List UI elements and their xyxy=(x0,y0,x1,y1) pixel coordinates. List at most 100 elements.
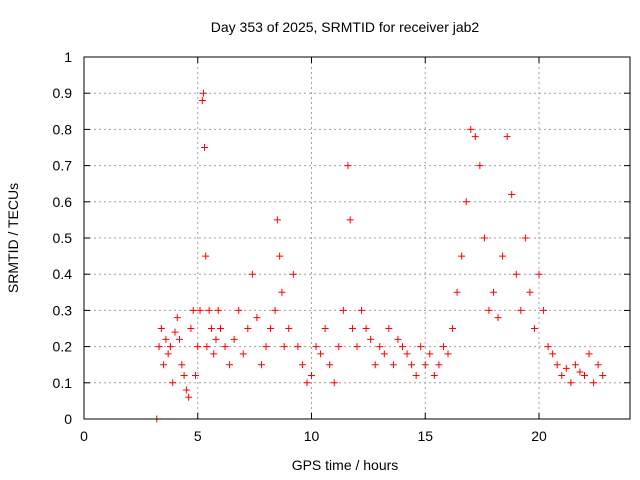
x-axis: 0 5 10 15 20 xyxy=(80,57,547,444)
y-tick-label: 0 xyxy=(64,411,72,427)
data-point xyxy=(412,372,420,380)
data-point xyxy=(267,325,275,332)
data-point xyxy=(571,361,579,369)
data-point xyxy=(549,350,557,358)
data-point xyxy=(503,133,511,141)
data-point xyxy=(453,288,461,296)
data-point xyxy=(480,234,488,242)
data-point xyxy=(530,325,538,332)
data-point xyxy=(239,350,247,358)
y-axis: 0 0.1 0.2 0.3 0.4 0.5 0.6 0.7 0.8 0.9 1 xyxy=(53,49,630,427)
data-point xyxy=(467,125,475,133)
data-point xyxy=(435,361,443,369)
data-point xyxy=(367,335,375,343)
data-point xyxy=(430,372,438,380)
data-point xyxy=(273,216,281,224)
data-point xyxy=(517,306,525,314)
data-point xyxy=(191,372,199,380)
x-tick-label: 10 xyxy=(304,428,320,444)
y-tick-label: 0.6 xyxy=(53,194,73,210)
data-point xyxy=(476,162,484,170)
data-point xyxy=(248,270,256,278)
data-point xyxy=(201,144,209,151)
data-point xyxy=(553,361,561,369)
y-tick-label: 1 xyxy=(64,49,72,65)
data-point xyxy=(271,306,279,314)
x-tick-label: 15 xyxy=(417,428,433,444)
data-point xyxy=(321,325,329,332)
data-point xyxy=(421,361,429,369)
data-point xyxy=(499,252,507,260)
data-point xyxy=(385,325,393,332)
data-point xyxy=(544,343,552,351)
data-point xyxy=(485,306,493,314)
data-point xyxy=(164,350,172,358)
data-point xyxy=(244,325,252,332)
data-point xyxy=(178,361,186,369)
data-point xyxy=(169,379,177,387)
data-point xyxy=(298,361,306,369)
data-point xyxy=(380,350,388,358)
data-point xyxy=(202,252,210,260)
data-point xyxy=(160,361,168,369)
y-axis-label: SRMTID / TECUs xyxy=(5,183,21,293)
data-point xyxy=(449,325,457,332)
data-point xyxy=(353,343,361,351)
data-point xyxy=(376,343,384,351)
data-point xyxy=(394,335,402,343)
data-point xyxy=(417,343,425,351)
data-point xyxy=(344,162,352,170)
data-point xyxy=(276,252,284,260)
data-point xyxy=(230,335,238,343)
data-point xyxy=(207,325,215,332)
data-point xyxy=(212,335,220,343)
data-point xyxy=(182,386,190,394)
data-point xyxy=(205,306,213,314)
data-point xyxy=(180,372,188,380)
data-point xyxy=(562,364,570,372)
data-point xyxy=(187,325,195,332)
data-point xyxy=(371,361,379,369)
data-point xyxy=(155,343,163,351)
data-point xyxy=(198,96,206,104)
data-point xyxy=(185,393,193,401)
data-point xyxy=(199,89,207,97)
data-point xyxy=(494,314,502,322)
data-point xyxy=(157,325,165,332)
data-point xyxy=(339,306,347,314)
data-point xyxy=(285,325,293,332)
data-point xyxy=(203,343,211,351)
y-tick-label: 0.7 xyxy=(53,158,73,174)
chart-title: Day 353 of 2025, SRMTID for receiver jab… xyxy=(211,19,480,35)
data-points xyxy=(153,89,607,423)
y-tick-label: 0.1 xyxy=(53,375,73,391)
data-point xyxy=(335,343,343,351)
data-point xyxy=(444,350,452,358)
data-point xyxy=(521,234,529,242)
data-point xyxy=(253,314,261,322)
data-point xyxy=(162,335,170,343)
data-point xyxy=(173,314,181,322)
y-tick-label: 0.2 xyxy=(53,339,73,355)
data-point xyxy=(289,270,297,278)
data-point xyxy=(226,361,234,369)
data-point xyxy=(262,343,270,351)
data-point xyxy=(217,325,224,332)
data-point xyxy=(599,372,607,380)
data-point xyxy=(330,379,338,387)
y-tick-label: 0.3 xyxy=(53,302,73,318)
data-point xyxy=(439,343,447,351)
data-point xyxy=(558,372,566,380)
data-point xyxy=(362,325,370,332)
x-tick-label: 20 xyxy=(531,428,547,444)
data-point xyxy=(526,288,534,296)
data-point xyxy=(189,306,197,314)
data-point xyxy=(389,361,397,369)
data-point xyxy=(235,306,243,314)
x-tick-label: 0 xyxy=(80,428,88,444)
data-point xyxy=(512,270,520,278)
data-point xyxy=(535,270,543,278)
data-point xyxy=(399,343,406,351)
data-point xyxy=(294,343,302,351)
